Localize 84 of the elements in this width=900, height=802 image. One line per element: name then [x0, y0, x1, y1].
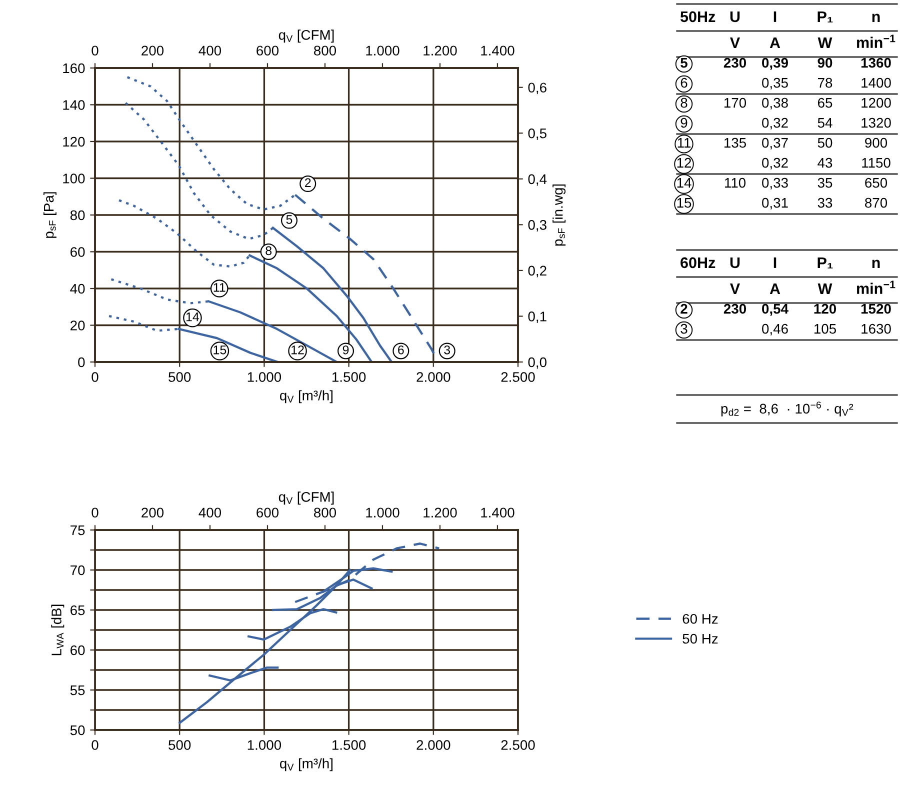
x2-tick-label: 0	[92, 46, 98, 56]
x2-tick-label: 1.000	[366, 508, 400, 518]
y2-axis-title: p$_{sF}$ [in.wg]	[552, 184, 566, 246]
x2-axis-title: q$_{V}$ [CFM]	[278, 492, 334, 505]
x2-tick-label: 200	[142, 46, 164, 56]
text: 60Hz U I P₁ n	[680, 257, 880, 268]
y2-tick-label: 0,2	[528, 266, 546, 278]
text: 15 0,31 33 870	[677, 198, 888, 210]
y-tick-label: 70	[70, 565, 85, 576]
x-tick-label: 1.500	[332, 372, 366, 382]
x2-tick-label: 600	[256, 46, 279, 56]
x-tick-label: 500	[168, 740, 191, 750]
x2-tick-label: 400	[198, 508, 222, 518]
y-tick-label: 60	[70, 247, 85, 257]
y2-tick-label: 0,4	[528, 174, 547, 186]
text: V A W min$^{−1}$	[730, 34, 896, 48]
y-axis-title: p$_{sF}$ [Pa]	[43, 192, 56, 238]
y-axis-title: L$_{WA}$ [dB]	[51, 604, 64, 656]
x2-tick-label: 1.400	[481, 508, 514, 518]
annotation: 5	[286, 215, 292, 224]
x2-tick-label: 1.200	[424, 508, 457, 518]
text: 2 230 0,54 120 1520	[680, 304, 891, 316]
y-tick-label: 60	[70, 645, 85, 656]
annotation: 14	[186, 312, 200, 322]
annotation: 3	[444, 345, 450, 354]
text: 5 230 0,39 90 1360	[680, 58, 891, 70]
annotation: 11	[214, 283, 226, 292]
x2-tick-label: 800	[314, 46, 336, 56]
y-tick-label: 40	[70, 284, 85, 294]
y-tick-label: 160	[63, 63, 85, 74]
y-tick-label: 100	[63, 174, 85, 184]
annotation: 12	[292, 345, 304, 354]
y-tick-label: 65	[70, 605, 85, 616]
x-tick-label: 0	[92, 372, 98, 382]
y-tick-label: 75	[70, 525, 85, 536]
annotation: 8	[266, 246, 272, 256]
x2-tick-label: 0	[92, 508, 98, 518]
text: 6 0,35 78 1400	[680, 78, 891, 90]
text: 3 0,46 105 1630	[680, 324, 891, 336]
y-tick-label: 120	[63, 136, 85, 147]
text: 14 110 0,33 35 650	[677, 178, 888, 190]
text: 8 170 0,38 65 1200	[680, 98, 891, 110]
x2-tick-label: 1.200	[424, 46, 457, 56]
legend-label: 60 Hz	[682, 614, 718, 624]
y-tick-label: 50	[70, 725, 85, 736]
y2-tick-label: 0,6	[528, 82, 546, 94]
y-tick-label: 0	[78, 357, 85, 368]
text: 9 0,32 54 1320	[680, 118, 891, 130]
text: V A W min$^{−1}$	[730, 280, 896, 294]
x2-tick-label: 200	[142, 508, 164, 518]
x2-axis-title: q$_{V}$ [CFM]	[278, 30, 334, 43]
x-tick-label: 2.000	[416, 740, 450, 750]
y-tick-label: 20	[70, 320, 85, 330]
y2-tick-label: 0,3	[528, 220, 546, 232]
y2-tick-label: 0,5	[528, 128, 546, 140]
y-tick-label: 140	[63, 100, 85, 110]
x2-tick-label: 1.000	[366, 46, 400, 56]
annotation: 9	[342, 345, 349, 354]
x-tick-label: 1.000	[248, 740, 282, 750]
x-axis-title: q$_{V}$ [m³/h]	[280, 390, 332, 404]
text: p$_{d2}$ = 8,6 · 10$^{−6}$ · q$_{V}$²	[721, 402, 854, 416]
x-tick-label: 2.500	[501, 740, 535, 750]
x2-tick-label: 1.400	[481, 46, 514, 56]
x2-tick-label: 600	[256, 508, 279, 518]
annotation: 6	[398, 345, 404, 354]
text: 11 135 0,37 50 900	[678, 138, 888, 150]
x-tick-label: 1.500	[332, 740, 366, 750]
y-tick-label: 55	[70, 685, 85, 696]
y-tick-label: 80	[70, 210, 85, 220]
x2-tick-label: 400	[198, 46, 222, 56]
y2-tick-label: 0,0	[528, 357, 546, 369]
x-axis-title: q$_{V}$ [m³/h]	[280, 758, 332, 772]
x-tick-label: 1.000	[248, 372, 282, 382]
x-tick-label: 2.500	[501, 372, 535, 382]
x-tick-label: 500	[168, 372, 191, 382]
legend-label: 50 Hz	[682, 634, 718, 644]
annotation: 15	[214, 346, 226, 354]
text: 50Hz U I P₁ n	[680, 11, 880, 22]
y2-tick-label: 0,1	[528, 312, 546, 324]
annotation: 2	[305, 178, 311, 187]
text: 12 0,32 43 1150	[677, 158, 890, 170]
x2-tick-label: 800	[314, 508, 336, 518]
x-tick-label: 2.000	[416, 372, 450, 382]
x-tick-label: 0	[92, 740, 98, 750]
